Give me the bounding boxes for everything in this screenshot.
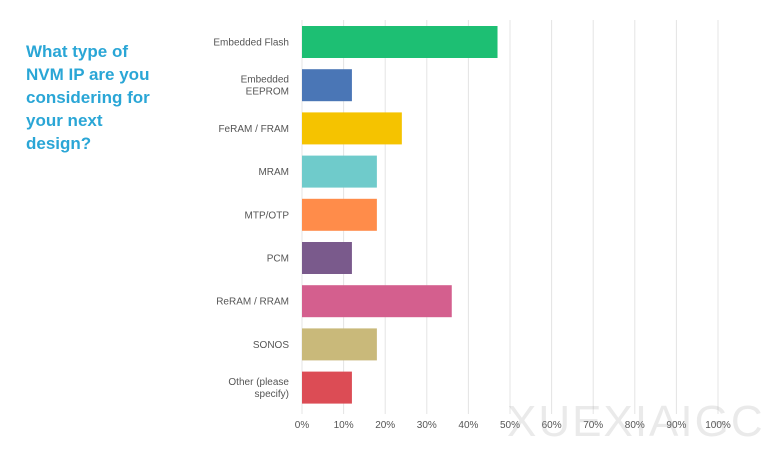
x-tick-label: 50% <box>500 420 520 431</box>
x-tick-label: 30% <box>417 420 437 431</box>
question-line: What type of <box>26 42 128 61</box>
category-label: Other (please <box>228 377 289 388</box>
bar <box>302 242 352 274</box>
x-tick-label: 100% <box>705 420 731 431</box>
x-tick-label: 80% <box>625 420 645 431</box>
bar <box>302 198 377 231</box>
question-line: considering for <box>26 88 150 107</box>
category-label: PCM <box>267 254 289 265</box>
bar <box>302 371 352 404</box>
category-label: specify) <box>255 389 289 400</box>
x-tick-label: 60% <box>542 420 562 431</box>
x-tick-label: 70% <box>583 420 603 431</box>
bar <box>302 26 498 58</box>
x-tick-label: 10% <box>334 420 354 431</box>
bar <box>302 69 352 102</box>
category-label: MTP/OTP <box>245 210 290 221</box>
category-label: MRAM <box>258 167 289 178</box>
x-tick-label: 20% <box>375 420 395 431</box>
question-title: What type of NVM IP are you considering … <box>26 40 186 155</box>
x-tick-label: 0% <box>295 420 310 431</box>
x-tick-label: 90% <box>666 420 686 431</box>
category-label: Embedded <box>241 75 289 86</box>
bar <box>302 285 452 318</box>
question-line: NVM IP are you <box>26 65 150 84</box>
bar <box>302 112 402 145</box>
category-label: ReRAM / RRAM <box>216 297 289 308</box>
category-label: EEPROM <box>246 87 289 98</box>
category-label: Embedded Flash <box>213 38 289 49</box>
watermark: XUEXIAIGC <box>507 397 765 446</box>
question-line: design? <box>26 134 92 153</box>
x-tick-label: 40% <box>458 420 478 431</box>
bar <box>302 155 377 188</box>
question-line: your next <box>26 111 103 130</box>
bar <box>302 328 377 361</box>
category-label: SONOS <box>253 340 289 351</box>
category-label: FeRAM / FRAM <box>218 124 289 135</box>
